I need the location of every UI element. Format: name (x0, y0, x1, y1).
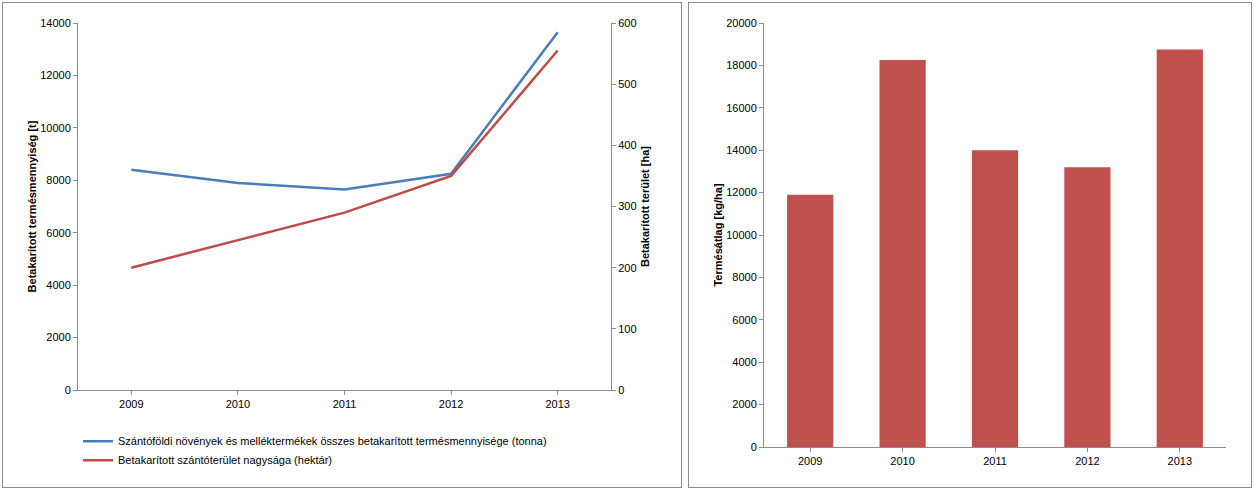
svg-text:10000: 10000 (726, 229, 757, 241)
svg-text:8000: 8000 (732, 271, 756, 283)
svg-text:0: 0 (618, 384, 624, 396)
svg-text:2009: 2009 (119, 398, 143, 410)
svg-text:400: 400 (618, 139, 636, 151)
svg-text:0: 0 (65, 384, 71, 396)
svg-text:600: 600 (618, 17, 636, 29)
svg-text:18000: 18000 (726, 59, 757, 71)
svg-text:2012: 2012 (439, 398, 463, 410)
svg-text:12000: 12000 (726, 186, 757, 198)
svg-text:6000: 6000 (732, 314, 756, 326)
svg-text:Betakarított terület [ha]: Betakarított terület [ha] (639, 146, 651, 267)
svg-text:2013: 2013 (1168, 455, 1192, 467)
svg-text:6000: 6000 (46, 227, 70, 239)
svg-text:8000: 8000 (46, 174, 70, 186)
svg-text:2013: 2013 (545, 398, 569, 410)
svg-text:4000: 4000 (46, 279, 70, 291)
svg-text:14000: 14000 (40, 17, 71, 29)
svg-text:Termésátlag [kg/ha]: Termésátlag [kg/ha] (712, 183, 724, 286)
svg-text:2011: 2011 (983, 455, 1007, 467)
svg-text:Betakarított termésmennyiség [: Betakarított termésmennyiség [t] (26, 120, 38, 292)
svg-text:2012: 2012 (1075, 455, 1099, 467)
svg-text:300: 300 (618, 200, 636, 212)
svg-text:2010: 2010 (226, 398, 250, 410)
svg-text:500: 500 (618, 78, 636, 90)
svg-text:14000: 14000 (726, 144, 757, 156)
svg-text:2000: 2000 (46, 331, 70, 343)
svg-text:Betakarított szántóterület nag: Betakarított szántóterület nagysága (hek… (118, 454, 332, 466)
svg-text:100: 100 (618, 323, 636, 335)
svg-text:200: 200 (618, 262, 636, 274)
svg-text:16000: 16000 (726, 102, 757, 114)
svg-text:12000: 12000 (40, 69, 71, 81)
svg-text:4000: 4000 (732, 356, 756, 368)
svg-text:2011: 2011 (333, 398, 357, 410)
svg-text:2010: 2010 (890, 455, 914, 467)
svg-text:20000: 20000 (726, 17, 757, 29)
svg-text:Szántóföldi növények és mellék: Szántóföldi növények és melléktermékek ö… (118, 435, 547, 447)
svg-text:0: 0 (751, 441, 757, 453)
svg-text:2009: 2009 (798, 455, 822, 467)
svg-text:2000: 2000 (732, 398, 756, 410)
svg-text:10000: 10000 (40, 122, 71, 134)
